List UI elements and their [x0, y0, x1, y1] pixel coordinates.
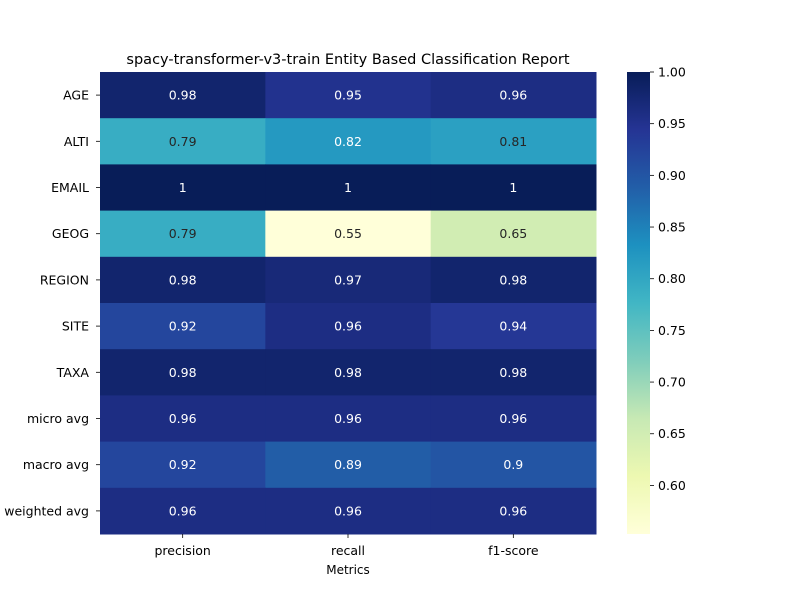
heatmap-cell	[100, 118, 266, 165]
heatmap-cell	[100, 164, 266, 212]
heatmap-cell	[100, 395, 266, 443]
y-tick-label: micro avg	[27, 411, 89, 426]
heatmap-cell	[430, 303, 597, 350]
cell-value-label: 0.96	[499, 503, 527, 518]
cell-value-labels: 0.98 0.95 0.96 0.79 0.82 0.81 1 1 1 0.79 0.55 0.65 0…	[169, 88, 528, 519]
y-tick-label: EMAIL	[51, 180, 89, 195]
colorbar-tick-label: 0.90	[658, 168, 686, 183]
cell-value-label: 0.96	[334, 319, 362, 334]
heatmap-cell	[265, 395, 432, 443]
cell-value-label: 0.94	[499, 319, 527, 334]
cell-value-label: 0.96	[499, 411, 527, 426]
cell-value-label: 0.95	[334, 88, 362, 103]
cell-value-label: 0.96	[499, 88, 527, 103]
cell-value-label: 0.96	[334, 411, 362, 426]
heatmap-cell	[100, 441, 266, 489]
colorbar-ticks: 0.60 0.65 0.70 0.75 0.80 0.85 0.90 0.95 1.00	[650, 65, 686, 493]
y-tick-label: GEOG	[52, 226, 89, 241]
heatmap-cell	[430, 164, 597, 212]
heatmap-cell	[265, 303, 432, 350]
heatmap-cell	[265, 349, 432, 396]
x-tick-label: recall	[331, 543, 365, 558]
colorbar-tick-label: 0.95	[658, 116, 686, 131]
y-tick-label: TAXA	[56, 365, 90, 380]
colorbar-tick-label: 1.00	[658, 65, 686, 80]
heatmap-cell	[430, 256, 597, 304]
cell-value-label: 0.9	[503, 457, 523, 472]
heatmap-cell	[430, 72, 597, 119]
y-tick-label: macro avg	[23, 457, 89, 472]
heatmap-cell	[430, 487, 597, 535]
cell-value-label: 0.98	[169, 365, 197, 380]
heatmap-cell	[100, 256, 266, 304]
heatmap-cell	[100, 349, 266, 396]
cell-value-label: 0.81	[499, 134, 527, 149]
colorbar-tick-label: 0.70	[658, 375, 686, 390]
cell-value-label: 0.89	[334, 457, 362, 472]
cell-value-label: 1	[509, 180, 517, 195]
cell-value-label: 0.82	[334, 134, 362, 149]
cell-value-label: 0.55	[334, 226, 362, 241]
x-tick-label: precision	[154, 543, 210, 558]
colorbar-tick-label: 0.65	[658, 426, 686, 441]
colorbar-tick-label: 0.85	[658, 220, 686, 235]
cell-value-label: 1	[179, 180, 187, 195]
cell-value-label: 0.79	[169, 134, 197, 149]
y-tick-label: AGE	[63, 88, 89, 103]
y-tick-label: ALTI	[64, 134, 89, 149]
y-tick-label: SITE	[62, 319, 89, 334]
cell-value-label: 0.98	[499, 272, 527, 287]
heatmap-cells	[100, 72, 597, 535]
heatmap-cell	[265, 210, 432, 258]
colorbar-tick-label: 0.75	[658, 323, 686, 338]
heatmap-cell	[100, 487, 266, 535]
cell-value-label: 0.65	[499, 226, 527, 241]
cell-value-label: 0.97	[334, 272, 362, 287]
x-axis-label: Metrics	[326, 563, 370, 577]
y-tick-label: REGION	[40, 272, 89, 287]
heatmap-cell	[265, 256, 432, 304]
cell-value-label: 0.98	[499, 365, 527, 380]
heatmap-cell	[100, 303, 266, 350]
heatmap-cell	[100, 72, 266, 119]
x-axis: precision recall f1-score	[154, 534, 539, 558]
cell-value-label: 0.98	[334, 365, 362, 380]
x-tick-label: f1-score	[488, 543, 539, 558]
heatmap-cell	[265, 164, 432, 212]
heatmap-cell	[430, 349, 597, 396]
colorbar	[627, 72, 650, 534]
heatmap-cell	[430, 395, 597, 443]
cell-value-label: 0.96	[169, 503, 197, 518]
heatmap-cell	[265, 72, 432, 119]
heatmap-cell	[100, 210, 266, 258]
cell-value-label: 0.92	[169, 319, 197, 334]
y-tick-label: weighted avg	[4, 503, 89, 518]
heatmap-cell	[265, 487, 432, 535]
cell-value-label: 0.92	[169, 457, 197, 472]
heatmap-cell	[430, 210, 597, 258]
cell-value-label: 0.96	[169, 411, 197, 426]
y-axis: AGE ALTI EMAIL GEOG REGION SITE TAXA micro avg m…	[4, 88, 100, 518]
heatmap-cell	[430, 118, 597, 165]
colorbar-tick-label: 0.80	[658, 271, 686, 286]
heatmap-cell	[265, 441, 432, 489]
chart-title: spacy-transformer-v3-train Entity Based …	[126, 52, 569, 68]
cell-value-label: 0.98	[169, 272, 197, 287]
heatmap-cell	[430, 441, 597, 489]
cell-value-label: 0.98	[169, 88, 197, 103]
heatmap-cell	[265, 118, 432, 165]
cell-value-label: 1	[344, 180, 352, 195]
colorbar-tick-label: 0.60	[658, 478, 686, 493]
cell-value-label: 0.79	[169, 226, 197, 241]
cell-value-label: 0.96	[334, 503, 362, 518]
